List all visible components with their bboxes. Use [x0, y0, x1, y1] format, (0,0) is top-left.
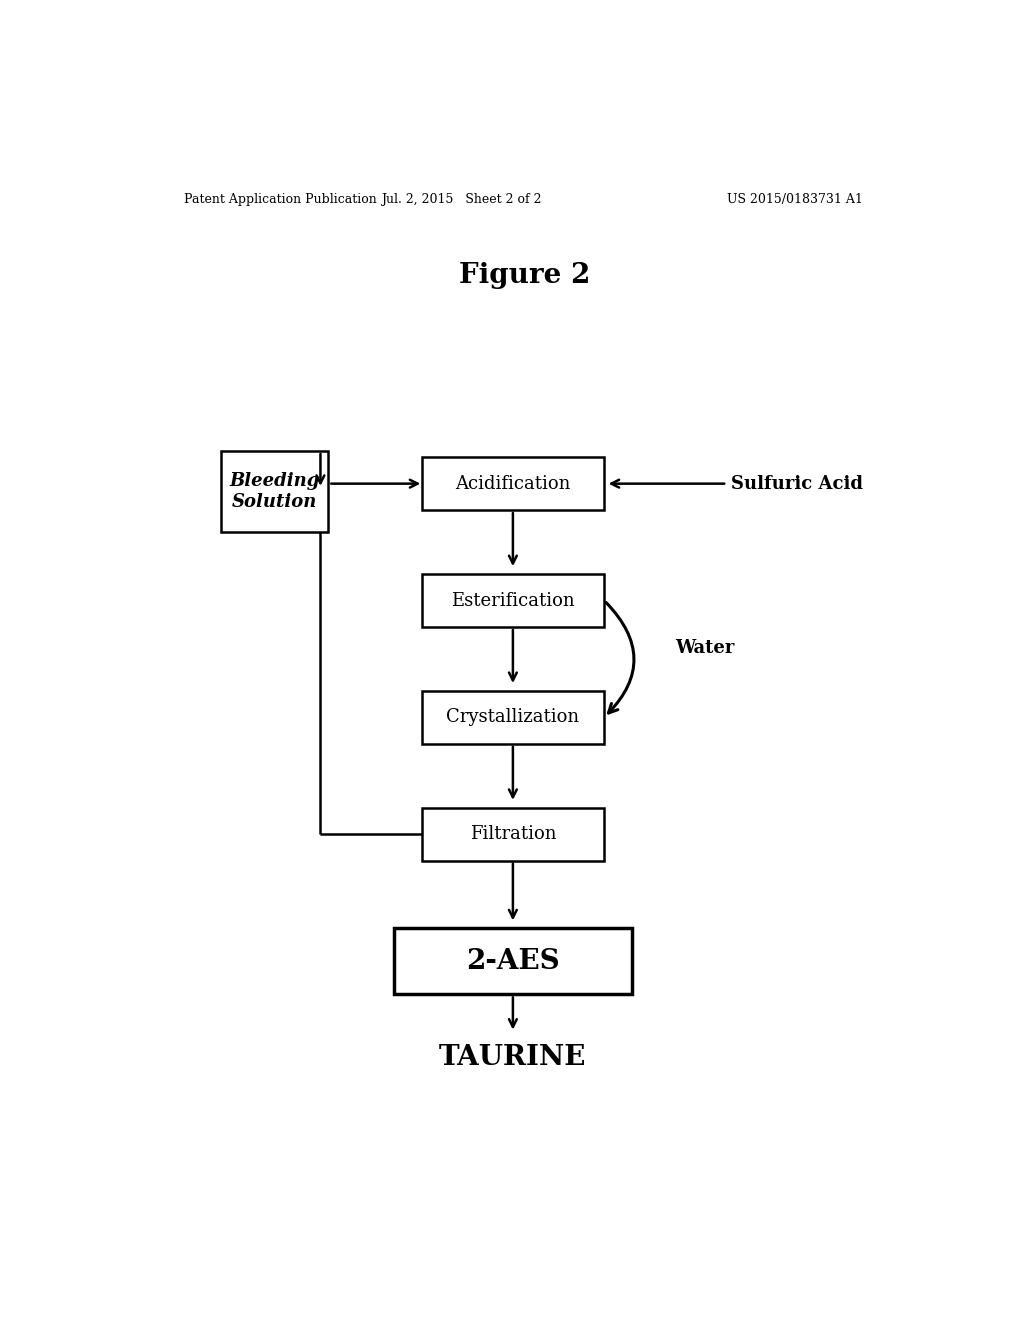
Text: US 2015/0183731 A1: US 2015/0183731 A1 [727, 193, 862, 206]
Text: Sulfuric Acid: Sulfuric Acid [731, 475, 863, 492]
Text: TAURINE: TAURINE [439, 1044, 587, 1072]
Bar [221, 451, 329, 532]
Text: Bleeding
Solution: Bleeding Solution [229, 473, 321, 511]
Bar [422, 690, 604, 744]
Bar [422, 808, 604, 861]
Text: Jul. 2, 2015   Sheet 2 of 2: Jul. 2, 2015 Sheet 2 of 2 [381, 193, 542, 206]
Text: Water: Water [676, 639, 735, 657]
Text: Crystallization: Crystallization [446, 709, 580, 726]
Bar [394, 928, 632, 994]
Text: Figure 2: Figure 2 [459, 261, 591, 289]
Text: Patent Application Publication: Patent Application Publication [183, 193, 376, 206]
Text: Filtration: Filtration [470, 825, 556, 843]
Text: 2-AES: 2-AES [466, 948, 560, 975]
Text: Esterification: Esterification [452, 591, 574, 610]
FancyArrowPatch shape [606, 602, 634, 713]
Bar [422, 574, 604, 627]
Bar [422, 457, 604, 510]
Text: Acidification: Acidification [456, 475, 570, 492]
